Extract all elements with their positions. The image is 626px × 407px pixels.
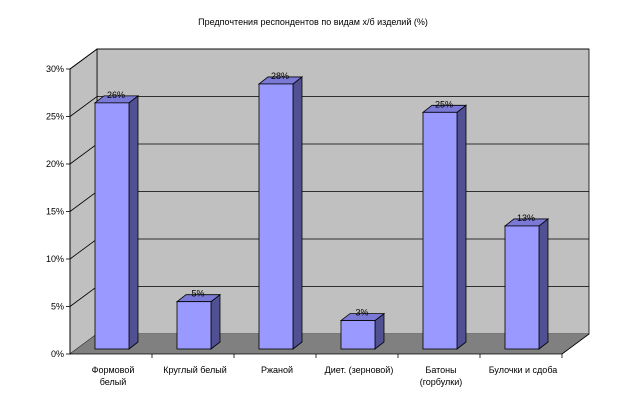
- x-axis-categories: Формовой белый Круглый белый Ржаной Диет. (з…: [92, 365, 558, 387]
- y-tick-label: 30%: [46, 64, 64, 74]
- data-label: 13%: [517, 213, 535, 223]
- chart-title: Предпочтения респондентов по видам х/б и…: [198, 17, 428, 27]
- bar-front: [504, 225, 540, 350]
- y-axis-ticks: 0% 5% 10% 15% 20% 25% 30%: [46, 64, 70, 359]
- floor-edge: [561, 333, 590, 355]
- bar-side: [538, 218, 549, 350]
- bar-side: [128, 95, 139, 350]
- data-label: 5%: [191, 289, 204, 299]
- bar: [93, 95, 140, 350]
- bar-side: [292, 76, 303, 350]
- bar: [503, 218, 550, 350]
- x-category-label: Круглый белый: [163, 365, 227, 375]
- data-label: 25%: [435, 99, 453, 109]
- data-labels: 26% 5% 28% 3% 25% 13%: [107, 71, 535, 318]
- y-tick-label: 10%: [46, 254, 64, 264]
- bar-front: [176, 301, 212, 350]
- bar-side: [456, 104, 467, 350]
- bar: [175, 293, 222, 350]
- bar-side: [210, 293, 221, 350]
- y-tick-label: 5%: [51, 302, 64, 312]
- gridline: [69, 96, 589, 117]
- y-tick-label: 15%: [46, 207, 64, 217]
- x-category-label: Диет. (зерновой): [325, 365, 394, 375]
- data-label: 28%: [271, 71, 289, 81]
- data-label: 26%: [107, 90, 125, 100]
- y-tick-label: 25%: [46, 112, 64, 122]
- x-category-label: Булочки и сдоба: [489, 365, 558, 375]
- bars: [93, 76, 550, 350]
- gridline: [69, 48, 589, 70]
- bar: [421, 104, 468, 350]
- x-category-label: Ржаной: [261, 365, 293, 375]
- y-tick-label: 0%: [51, 349, 64, 359]
- x-category-label: Батоны (горбулки): [420, 365, 463, 387]
- bar-front: [340, 320, 376, 350]
- x-category-label: Формовой белый: [92, 365, 135, 387]
- y-tick-label: 20%: [46, 159, 64, 169]
- bar-front: [422, 111, 458, 350]
- bar-front: [94, 102, 130, 350]
- bar: [257, 76, 304, 350]
- bar-front: [258, 83, 294, 350]
- bar: [339, 312, 386, 350]
- data-label: 3%: [355, 308, 368, 318]
